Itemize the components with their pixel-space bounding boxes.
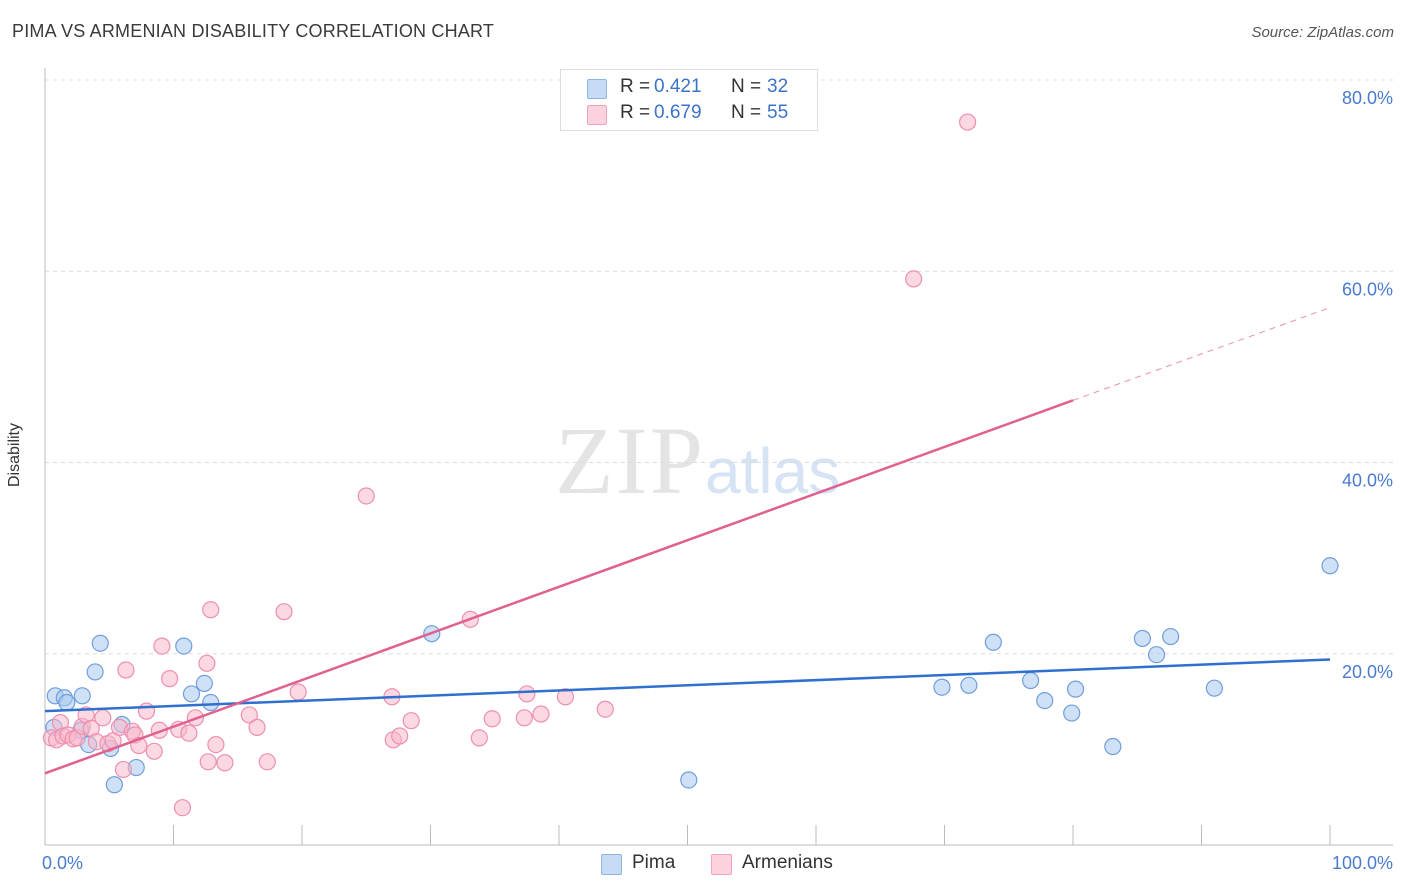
pima-point [1205,679,1223,697]
armenians-trend-extension [1072,307,1331,401]
armenians-point [470,729,488,747]
pima-point [1066,680,1085,698]
armenians-point [391,727,409,745]
armenians-point [180,724,198,742]
armenians-point [199,753,217,771]
armenians-point [153,637,171,655]
armenians-point [532,705,550,723]
legend-n-value: 55 [767,102,789,123]
y-tick-label: 20.0% [1342,662,1393,682]
correlation-legend: R = 0.421 N = 32 R = 0.679 N = 55 [560,69,818,131]
armenians-point [905,270,923,288]
armenians-point [357,487,375,505]
armenians-point [161,670,179,688]
pima-point [1104,737,1122,756]
armenians-point [275,603,293,621]
armenians-point [207,735,225,754]
bottom-legend-label: Pima [632,852,676,873]
armenians-point [145,742,163,760]
legend-n-value: 32 [767,76,789,97]
pima-point [105,776,123,794]
pima-point [73,687,91,705]
pima-point [1021,671,1040,690]
pima-point [1063,704,1081,722]
legend-swatch-pima [587,79,607,99]
legend-r-value: 0.679 [654,102,702,123]
legend-r-label: R = [620,76,651,97]
armenians-point [114,760,132,779]
armenians-point [556,688,575,706]
armenians-trend-line [44,399,1074,775]
legend-swatch-armenians [587,105,607,125]
y-tick-label: 40.0% [1342,471,1393,491]
pima-point [86,663,104,681]
pima-point [984,633,1002,651]
pima-trend-line [44,658,1331,713]
armenians-point [216,754,234,772]
bottom-legend-label: Armenians [742,852,833,873]
armenians-point [596,700,614,718]
watermark: ZIPatlas [555,405,840,516]
watermark-atlas: atlas [705,435,841,507]
pima-point [91,634,109,652]
pima-point [1036,692,1054,710]
x-tick-label: 0.0% [42,853,83,873]
pima-point [202,693,220,712]
pima-point [1162,627,1180,646]
y-tick-label: 60.0% [1342,279,1393,299]
armenians-point [94,709,112,727]
pima-point [960,676,978,694]
pima-point [175,637,193,655]
x-tick-label: 100.0% [1332,853,1393,873]
armenians-point [240,706,258,724]
armenians-point [402,712,420,730]
armenians-point [518,685,536,703]
armenians-point [248,718,266,736]
watermark-zip: ZIP [555,407,705,514]
armenians-point [137,702,156,720]
pima-point [182,685,201,703]
armenians-point [198,654,216,672]
pima-point [680,771,698,789]
legend-r-label: R = [620,102,651,123]
armenians-point [483,710,501,728]
pima-point [1147,646,1166,664]
legend-n-label: N = [731,102,762,123]
armenians-point [117,661,135,679]
legend-n-label: N = [731,76,762,97]
y-axis-label: Disability [6,422,23,488]
armenians-point [515,709,533,727]
armenians-point [173,799,192,817]
chart-source: Source: ZipAtlas.com [1251,24,1394,41]
bottom-swatch-armenians [711,854,732,875]
legend-r-value: 0.421 [654,76,702,97]
pima-point [1321,557,1339,575]
pima-point [933,678,951,696]
bottom-swatch-pima [601,854,622,875]
armenians-point [202,601,220,619]
armenians-point [289,683,307,701]
pima-point [195,674,213,692]
armenians-point [959,113,977,131]
armenians-point [258,753,276,771]
pima-point [58,693,76,712]
y-tick-label: 80.0% [1342,88,1393,108]
pima-point [1133,629,1151,648]
chart-title: PIMA VS ARMENIAN DISABILITY CORRELATION … [12,21,495,41]
